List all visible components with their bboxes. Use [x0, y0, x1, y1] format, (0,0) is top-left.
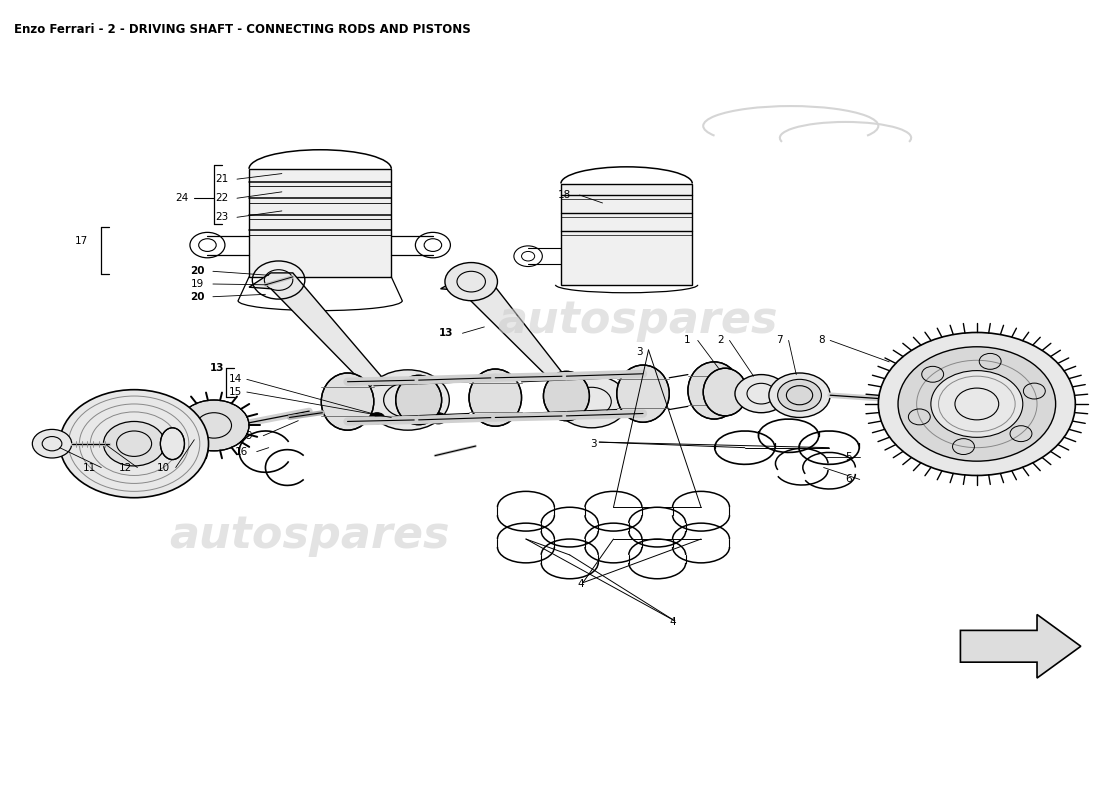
Circle shape	[931, 370, 1023, 438]
Text: 6: 6	[846, 474, 852, 485]
Circle shape	[32, 430, 72, 458]
Text: 3: 3	[591, 438, 597, 449]
Circle shape	[59, 390, 209, 498]
Polygon shape	[441, 273, 603, 410]
Polygon shape	[249, 169, 392, 277]
Circle shape	[431, 413, 446, 424]
Circle shape	[778, 379, 822, 411]
Circle shape	[444, 262, 497, 301]
Text: 4: 4	[578, 579, 584, 590]
Text: 13: 13	[210, 363, 224, 374]
Text: 23: 23	[214, 212, 229, 222]
Ellipse shape	[469, 369, 521, 426]
Text: 24: 24	[176, 194, 189, 203]
Text: 11: 11	[82, 462, 96, 473]
Text: 17: 17	[75, 236, 88, 246]
Polygon shape	[561, 183, 692, 285]
Text: 20: 20	[190, 266, 205, 276]
Text: Enzo Ferrari - 2 - DRIVING SHAFT - CONNECTING RODS AND PISTONS: Enzo Ferrari - 2 - DRIVING SHAFT - CONNE…	[13, 22, 471, 36]
Circle shape	[556, 375, 628, 428]
Text: 1: 1	[683, 335, 690, 346]
Circle shape	[366, 370, 449, 430]
Ellipse shape	[161, 428, 185, 459]
Text: 8: 8	[818, 335, 825, 346]
Circle shape	[103, 422, 165, 466]
Circle shape	[370, 413, 385, 424]
Polygon shape	[960, 614, 1081, 678]
Circle shape	[878, 333, 1076, 475]
Text: 4: 4	[669, 618, 675, 627]
Text: autospares: autospares	[497, 299, 778, 342]
Circle shape	[735, 374, 788, 413]
Text: 15: 15	[229, 387, 242, 397]
Ellipse shape	[321, 373, 374, 430]
Ellipse shape	[396, 375, 442, 425]
Ellipse shape	[703, 368, 747, 416]
Ellipse shape	[543, 371, 590, 421]
Text: 16: 16	[234, 446, 248, 457]
Text: 5: 5	[846, 452, 852, 462]
Text: 22: 22	[214, 194, 229, 203]
Circle shape	[769, 373, 830, 418]
Text: 13: 13	[439, 328, 453, 338]
Ellipse shape	[617, 365, 669, 422]
Text: 18: 18	[558, 190, 571, 200]
Text: 21: 21	[214, 174, 229, 184]
Text: 2: 2	[717, 335, 724, 346]
Text: 20: 20	[190, 292, 205, 302]
Polygon shape	[249, 273, 419, 412]
Circle shape	[179, 400, 249, 451]
Text: 12: 12	[119, 462, 132, 473]
Text: 10: 10	[157, 462, 170, 473]
Ellipse shape	[688, 362, 740, 419]
Circle shape	[898, 346, 1056, 461]
Text: 7: 7	[777, 335, 783, 346]
Text: 19: 19	[191, 279, 205, 289]
Text: 14: 14	[229, 374, 242, 384]
Text: autospares: autospares	[169, 514, 450, 557]
Text: 3: 3	[637, 347, 644, 358]
Text: 9: 9	[245, 430, 252, 441]
